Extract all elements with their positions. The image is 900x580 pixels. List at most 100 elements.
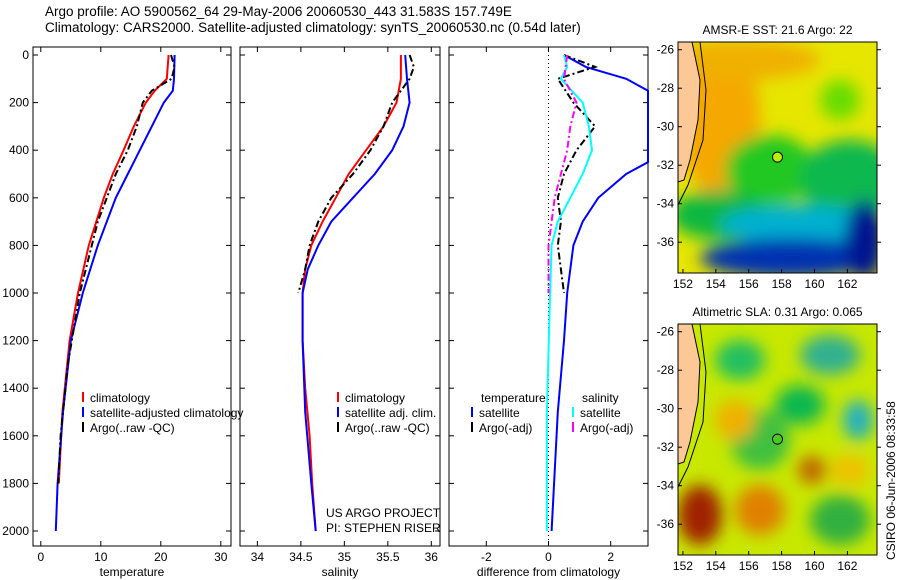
axes-box-2 <box>239 46 441 547</box>
axes-box-3 <box>448 46 649 547</box>
x-axis-label: salinity <box>322 565 359 579</box>
x-tick-label: 160 <box>804 277 824 291</box>
project-name: US ARGO PROJECT <box>326 506 441 520</box>
side-timestamp: CSIRO 06-Jun-2006 08:33:58 <box>884 401 898 560</box>
legend-label: satellite <box>479 406 520 420</box>
legend-label: climatology <box>345 391 406 405</box>
series-line-argo-raw-qc- <box>57 54 176 484</box>
legend-entry-satellite: satellite-adjusted climatology <box>82 406 243 421</box>
series-line-climatology <box>57 54 170 484</box>
x-tick-label: 154 <box>706 559 726 573</box>
x-tick-label: 30 <box>214 550 228 564</box>
legend-swatch <box>337 422 339 432</box>
y-tick-label: -30 <box>657 120 675 134</box>
legend-entry: Argo(-adj) <box>471 421 546 436</box>
climatology-title: Climatology: CARS2000. Satellite-adjuste… <box>45 20 581 35</box>
legend-label: Argo(..raw -QC) <box>90 421 175 435</box>
x-tick-label: 162 <box>837 277 857 291</box>
y-tick-label: 800 <box>9 238 29 252</box>
x-tick-label: 154 <box>706 277 726 291</box>
legend-label: satellite adj. clim. <box>345 406 437 420</box>
legend-swatch <box>82 392 84 402</box>
legend-swatch <box>572 422 574 432</box>
y-tick-label: 1600 <box>2 429 29 443</box>
x-axis-label: temperature <box>100 565 165 579</box>
legend-entry: satellite <box>471 406 546 421</box>
y-tick-label: 1000 <box>2 286 29 300</box>
temperature-legend: climatology satellite-adjusted climatolo… <box>82 391 243 436</box>
legend-entry-climatology: climatology <box>337 391 436 406</box>
map-title: Altimetric SLA: 0.31 Argo: 0.065 <box>692 305 862 319</box>
legend-swatch <box>471 422 473 432</box>
legend-label: climatology <box>90 391 151 405</box>
legend-entry-argo: Argo(..raw -QC) <box>337 421 436 436</box>
legend-entry-argo: Argo(..raw -QC) <box>82 421 243 436</box>
x-tick-label: 20 <box>154 550 168 564</box>
argo-location-marker <box>771 433 783 445</box>
legend-label: satellite <box>580 406 621 420</box>
y-tick-label: -26 <box>657 43 675 57</box>
series-line-climatology <box>301 55 402 532</box>
x-tick-label: 2 <box>607 550 614 564</box>
axes-box-1 <box>32 46 232 547</box>
argo-location-marker <box>771 151 783 163</box>
x-tick-label: 35 <box>338 550 352 564</box>
legend-swatch <box>337 392 339 402</box>
series-line-temperature-satellite <box>550 54 649 532</box>
project-credit: US ARGO PROJECT PI: STEPHEN RISER <box>326 506 441 536</box>
x-tick-label: 35.5 <box>376 550 400 564</box>
x-tick-label: -2 <box>481 550 492 564</box>
y-tick-label: -36 <box>657 235 675 249</box>
legend-entry-climatology: climatology <box>82 391 243 406</box>
y-tick-label: 1400 <box>2 381 29 395</box>
series-line-argo-raw-qc- <box>297 54 415 294</box>
y-tick-label: -34 <box>657 479 675 493</box>
y-tick-label: -28 <box>657 363 675 377</box>
x-tick-label: 36 <box>425 550 439 564</box>
legend-label: Argo(..raw -QC) <box>345 421 430 435</box>
x-tick-label: 156 <box>739 559 759 573</box>
map-frame <box>677 323 878 556</box>
y-tick-label: -30 <box>657 402 675 416</box>
series-line-satellite-adjusted-climatology <box>54 54 176 532</box>
legend-header: temperature <box>481 391 546 405</box>
x-tick-label: 162 <box>837 559 857 573</box>
x-tick-label: 10 <box>94 550 108 564</box>
legend-swatch <box>82 422 84 432</box>
y-tick-label: -36 <box>657 517 675 531</box>
y-tick-label: 400 <box>9 143 29 157</box>
series-line-satellite-adj-clim- <box>301 54 411 532</box>
sst-map <box>678 42 877 273</box>
y-tick-label: 1200 <box>2 334 29 348</box>
salinity-legend: climatology satellite adj. clim. Argo(..… <box>337 391 436 436</box>
legend-swatch <box>471 407 473 417</box>
x-tick-label: 0 <box>545 550 552 564</box>
x-axis-label: difference from climatology <box>477 565 620 579</box>
map-title: AMSR-E SST: 21.6 Argo: 22 <box>702 23 852 37</box>
legend-swatch <box>572 407 574 417</box>
series-line-temperature-argo-adj- <box>556 54 599 294</box>
series-line-salinity-satellite <box>545 54 594 531</box>
difference-legend-salinity: salinity satellite Argo(-adj) <box>572 391 633 436</box>
map-frame <box>677 41 878 274</box>
x-tick-label: 152 <box>673 277 693 291</box>
y-tick-label: 200 <box>9 96 29 110</box>
legend-entry: satellite <box>572 406 633 421</box>
legend-label: Argo(-adj) <box>479 421 533 435</box>
y-tick-label: 2000 <box>2 524 29 538</box>
difference-legend-temperature: temperature satellite Argo(-adj) <box>471 391 546 436</box>
legend-swatch <box>82 407 84 417</box>
x-tick-label: 0 <box>37 550 44 564</box>
y-tick-label: -34 <box>657 197 675 211</box>
series-line-salinity-argo-adj- <box>547 54 578 293</box>
pi-name: PI: STEPHEN RISER <box>326 521 441 535</box>
x-tick-label: 158 <box>772 277 792 291</box>
y-tick-label: -32 <box>657 440 675 454</box>
profile-title: Argo profile: AO 5900562_64 29-May-2006 … <box>45 4 512 19</box>
y-tick-label: 0 <box>22 48 29 62</box>
y-tick-label: -28 <box>657 81 675 95</box>
legend-label: satellite-adjusted climatology <box>90 406 244 420</box>
legend-swatch <box>337 407 339 417</box>
legend-entry-satellite: satellite adj. clim. <box>337 406 436 421</box>
